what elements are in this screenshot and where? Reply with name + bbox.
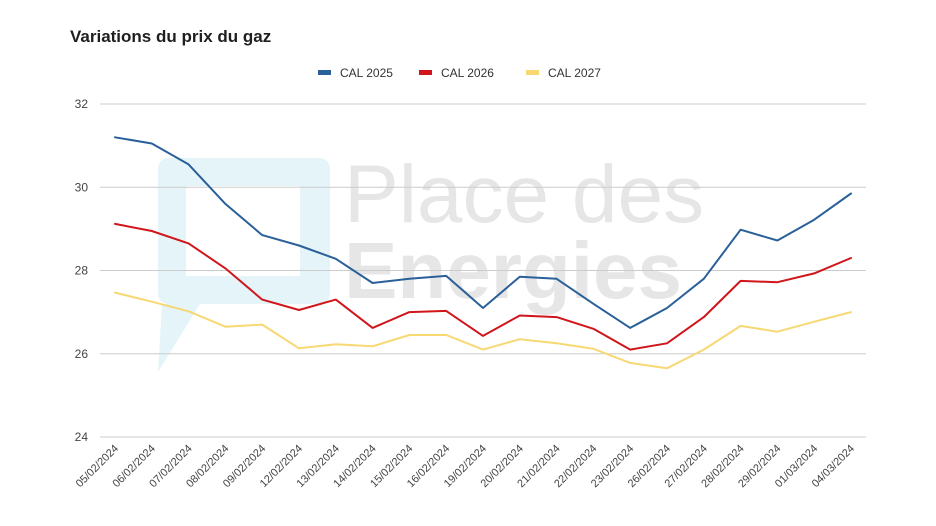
y-tick-label: 24 xyxy=(75,430,89,444)
y-tick-label: 28 xyxy=(75,264,89,278)
legend-swatch xyxy=(318,70,331,75)
legend: CAL 2025 CAL 2026 CAL 2027 xyxy=(318,66,601,80)
chart-title: Variations du prix du gaz xyxy=(70,27,272,46)
legend-item: CAL 2027 xyxy=(526,66,601,80)
legend-item: CAL 2026 xyxy=(419,66,494,80)
legend-swatch xyxy=(419,70,432,75)
legend-label: CAL 2026 xyxy=(441,66,494,80)
watermark: Place des Energies xyxy=(158,149,704,372)
y-tick-label: 32 xyxy=(75,97,89,111)
legend-label: CAL 2027 xyxy=(548,66,601,80)
legend-swatch xyxy=(526,70,539,75)
series-line-cal-2026 xyxy=(114,222,852,351)
y-tick-label: 30 xyxy=(75,180,89,194)
series-line-cal-2027 xyxy=(114,291,852,370)
x-axis-ticks: 05/02/202406/02/202407/02/202408/02/2024… xyxy=(74,443,857,490)
series-lines xyxy=(114,136,852,370)
watermark-logo-icon xyxy=(158,158,330,372)
legend-item: CAL 2025 xyxy=(318,66,393,80)
watermark-line1: Place des xyxy=(344,149,704,240)
y-axis-ticks: 24 26 28 30 32 xyxy=(75,97,89,444)
y-tick-label: 26 xyxy=(75,347,89,361)
series-line-cal-2025 xyxy=(114,136,852,329)
legend-label: CAL 2025 xyxy=(340,66,393,80)
